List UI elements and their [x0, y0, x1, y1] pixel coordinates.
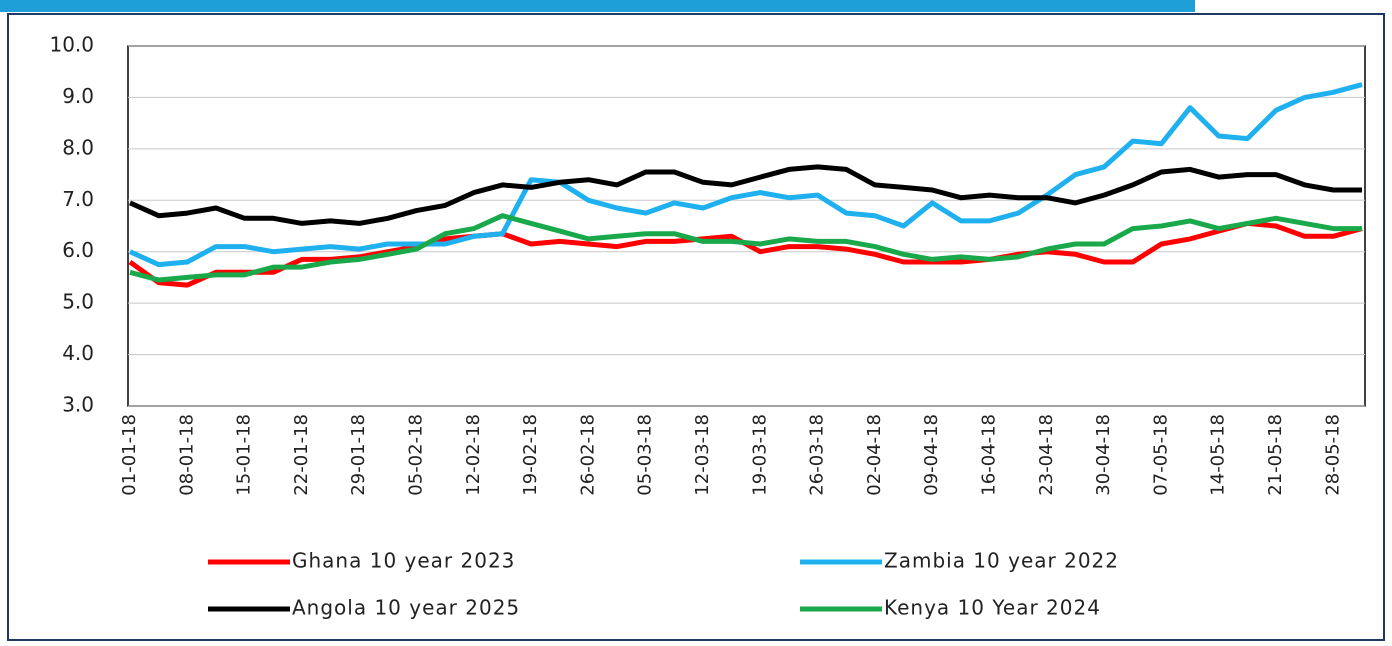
x-tick-label: 16-04-18	[979, 414, 1000, 496]
x-tick-label: 19-02-18	[520, 414, 541, 496]
y-tick-label: 10.0	[49, 33, 94, 57]
legend-label: Zambia 10 year 2022	[884, 549, 1119, 573]
legend-label: Angola 10 year 2025	[292, 596, 520, 620]
x-tick-label: 28-05-18	[1322, 414, 1343, 496]
top-banner	[0, 0, 1195, 12]
x-tick-label: 26-02-18	[577, 414, 598, 496]
x-tick-label: 07-05-18	[1150, 414, 1171, 496]
series-line	[128, 164, 1362, 226]
y-tick-label: 9.0	[62, 84, 94, 108]
y-tick-label: 7.0	[62, 187, 94, 211]
y-tick-label: 6.0	[62, 238, 94, 262]
x-tick-label: 26-03-18	[807, 414, 828, 496]
y-tick-label: 3.0	[62, 393, 94, 417]
x-tick-label: 09-04-18	[921, 414, 942, 496]
y-tick-label: 8.0	[62, 135, 94, 159]
series-line	[128, 82, 1363, 268]
y-tick-label: 4.0	[62, 341, 94, 365]
x-tick-label: 02-04-18	[864, 414, 885, 496]
x-tick-label: 22-01-18	[291, 414, 312, 496]
series-line	[129, 213, 1362, 283]
plot-area	[127, 45, 1366, 407]
x-tick-label: 15-01-18	[234, 414, 255, 496]
x-tick-label: 05-03-18	[635, 414, 656, 496]
x-tick-label: 29-01-18	[348, 414, 369, 496]
legend-label: Kenya 10 Year 2024	[884, 596, 1101, 620]
x-tick-label: 23-04-18	[1036, 414, 1057, 496]
x-tick-label: 19-03-18	[749, 414, 770, 496]
x-tick-label: 14-05-18	[1208, 414, 1229, 496]
x-tick-label: 05-02-18	[406, 414, 427, 496]
x-tick-label: 01-01-18	[119, 414, 140, 496]
x-tick-label: 12-03-18	[692, 414, 713, 496]
x-tick-label: 12-02-18	[463, 414, 484, 496]
y-tick-label: 5.0	[62, 290, 94, 314]
frame	[7, 13, 1385, 641]
x-tick-label: 30-04-18	[1093, 414, 1114, 496]
x-tick-label: 21-05-18	[1265, 414, 1286, 496]
x-tick-label: 08-01-18	[176, 414, 197, 496]
series-line	[128, 220, 1363, 288]
legend-label: Ghana 10 year 2023	[292, 549, 515, 573]
